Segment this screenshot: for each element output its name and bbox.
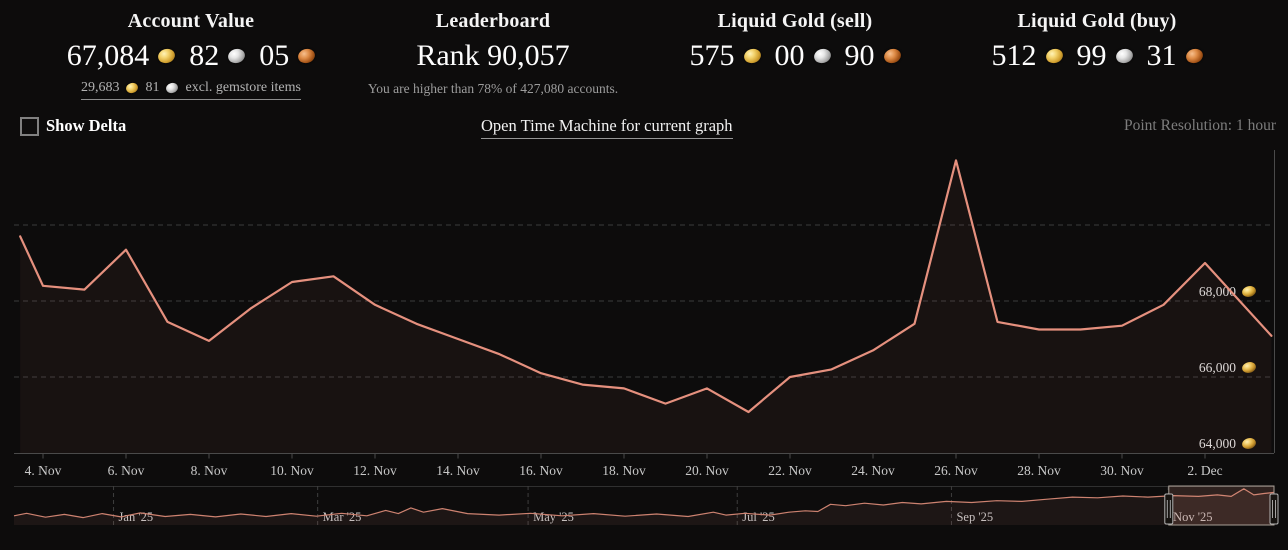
liquid-gold-sell-title: Liquid Gold (sell) [717, 10, 873, 32]
gold-coin-icon [1242, 286, 1256, 297]
navigator-line [13, 488, 1275, 519]
gold-coin-icon [1242, 362, 1256, 373]
navigator-month-label: Nov '25 [1173, 510, 1212, 524]
account-value-amount: 67,084 82 05 [40, 39, 342, 73]
silver-coin-icon [164, 81, 179, 95]
account-value-title: Account Value [127, 10, 255, 32]
y-tick-label: 64,000 [1199, 436, 1236, 451]
leaderboard-title: Leaderboard [435, 10, 551, 32]
x-tick-label: 20. Nov [685, 463, 729, 478]
liquid-gold-buy-amount: 512 99 31 [946, 39, 1248, 73]
x-tick-label: 30. Nov [1100, 463, 1144, 478]
x-tick-label: 4. Nov [25, 463, 62, 478]
copper-coin-icon [296, 46, 317, 66]
navigator-month-label: Mar '25 [323, 510, 362, 524]
summary-liquid-gold-sell: Liquid Gold (sell) 575 00 90 [644, 4, 946, 100]
liquid-gold-buy-title: Liquid Gold (buy) [1017, 10, 1177, 32]
navigator-handle-left[interactable] [1164, 493, 1174, 525]
gold-coin-icon [156, 46, 177, 66]
navigator-selected-range[interactable] [1168, 486, 1274, 525]
gold-coin-icon [1043, 46, 1065, 66]
summary-account-value: Account Value 67,084 82 05 29,683 81 exc… [40, 4, 342, 100]
show-delta-label: Show Delta [46, 116, 127, 135]
account-value-series [19, 159, 1273, 453]
x-tick-label: 16. Nov [519, 463, 563, 478]
silver-amount: 81 [145, 80, 160, 95]
gold-coin-icon [124, 81, 139, 95]
show-delta-checkbox[interactable] [20, 117, 39, 136]
x-tick-label: 18. Nov [602, 463, 646, 478]
summary-liquid-gold-buy: Liquid Gold (buy) 512 99 31 [946, 4, 1248, 100]
copper-amount: 05 [259, 39, 290, 72]
silver-coin-icon [226, 46, 247, 66]
x-tick-label: 6. Nov [108, 463, 145, 478]
y-tick-label: 66,000 [1199, 360, 1236, 375]
x-tick-label: 26. Nov [934, 463, 978, 478]
x-tick-label: 14. Nov [436, 463, 480, 478]
time-machine-link[interactable]: Open Time Machine for current graph [481, 116, 733, 139]
silver-amount: 00 [774, 39, 805, 72]
copper-amount: 90 [844, 39, 875, 72]
x-tick-label: 22. Nov [768, 463, 812, 478]
gold-amount: 512 [991, 39, 1037, 72]
liquid-gold-sell-amount: 575 00 90 [644, 39, 946, 73]
copper-amount: 31 [1146, 39, 1177, 72]
x-tick-label: 24. Nov [851, 463, 895, 478]
gold-amount: 29,683 [81, 80, 120, 95]
leaderboard-percentile: You are higher than 78% of 427,080 accou… [367, 81, 619, 96]
leaderboard-rank: Rank 90,057 [416, 39, 570, 72]
point-resolution-label: Point Resolution: 1 hour [1124, 117, 1276, 134]
chart-controls: Show Delta Open Time Machine for current… [0, 114, 1288, 148]
copper-coin-icon [1183, 46, 1205, 66]
x-tick-label: 8. Nov [191, 463, 228, 478]
navigator-handle-right[interactable] [1269, 493, 1279, 525]
navigator-area-fill [14, 488, 1274, 525]
gold-coin-icon [741, 46, 763, 66]
navigator[interactable]: Jan '25Mar '25May '25Jul '25Sep '25Nov '… [13, 485, 1279, 526]
navigator-month-label: May '25 [533, 510, 574, 524]
summary-leaderboard: Leaderboard Rank 90,057 You are higher t… [342, 4, 644, 100]
account-value-sub: 29,683 81 excl. gemstore items [40, 79, 342, 100]
series-line [19, 159, 1273, 414]
excl-gemstore-label: excl. gemstore items [185, 80, 301, 95]
gold-amount: 67,084 [66, 39, 150, 72]
x-tick-label: 2. Dec [1187, 463, 1222, 478]
silver-amount: 82 [189, 39, 220, 72]
copper-coin-icon [881, 46, 903, 66]
silver-coin-icon [1113, 46, 1135, 66]
silver-amount: 99 [1076, 39, 1107, 72]
navigator-month-label: Sep '25 [956, 510, 993, 524]
x-tick-label: 28. Nov [1017, 463, 1061, 478]
x-axis-labels: 4. Nov 6. Nov 8. Nov 10. Nov 12. Nov 14. Nov 1… [25, 453, 1223, 478]
x-tick-label: 10. Nov [270, 463, 314, 478]
x-tick-label: 12. Nov [353, 463, 397, 478]
y-axis-labels: 68,00066,00064,000 [1199, 284, 1256, 451]
silver-coin-icon [811, 46, 833, 66]
gold-coin-icon [1242, 438, 1256, 449]
summary-header: Account Value 67,084 82 05 29,683 81 exc… [0, 0, 1288, 100]
main-gridlines [14, 224, 1274, 378]
series-area-fill [20, 160, 1272, 453]
gold-amount: 575 [689, 39, 735, 72]
excl-gemstore-link[interactable]: 29,683 81 excl. gemstore items [81, 79, 301, 100]
